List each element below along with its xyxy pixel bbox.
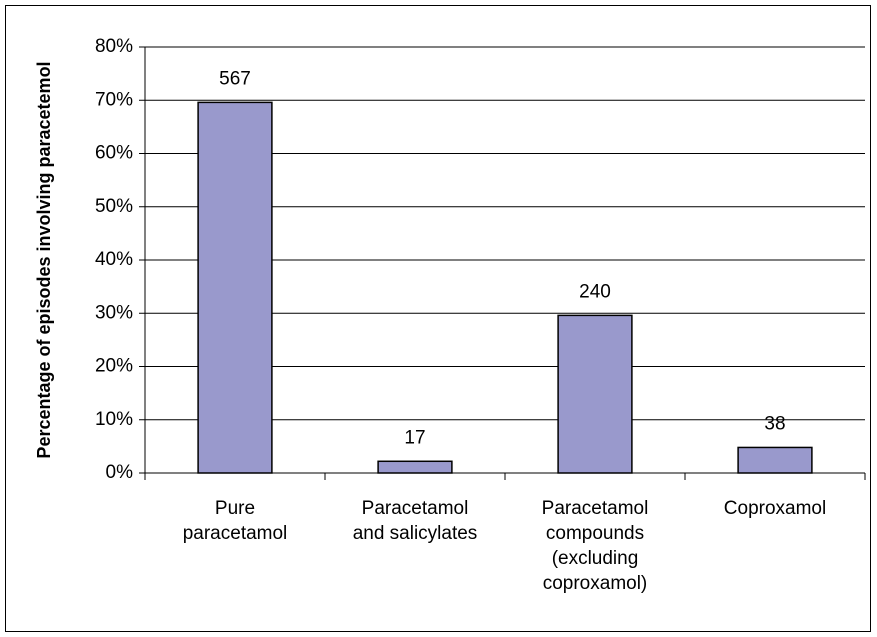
y-tick-label: 70% [95, 89, 133, 110]
data-label: 38 [764, 413, 785, 434]
y-tick-label: 40% [95, 249, 133, 270]
y-tick-label: 60% [95, 143, 133, 164]
x-tick-label: coproxamol) [543, 573, 648, 594]
bar [377, 460, 453, 474]
data-label: 17 [404, 427, 425, 448]
x-tick-label: Paracetamol [362, 498, 469, 519]
x-tick-label: Coproxamol [724, 498, 826, 519]
y-axis-title: Percentage of episodes involving paracet… [34, 61, 54, 458]
data-label: 240 [579, 281, 611, 302]
y-tick-label: 20% [95, 356, 133, 377]
x-tick-label: Pure [215, 498, 255, 519]
y-tick-label: 30% [95, 302, 133, 323]
y-tick-label: 10% [95, 409, 133, 430]
x-tick-label: Paracetamol [542, 498, 649, 519]
bar [557, 314, 633, 474]
y-tick-label: 80% [95, 36, 133, 57]
x-tick-label: (excluding [552, 548, 639, 569]
y-tick-label: 0% [106, 462, 134, 483]
chart-border [5, 5, 871, 632]
x-tick-label: and salicylates [353, 523, 478, 544]
x-tick-label: paracetamol [183, 523, 288, 544]
data-label: 567 [219, 68, 251, 89]
y-tick-label: 50% [95, 196, 133, 217]
bar [737, 446, 813, 474]
bar [197, 101, 273, 474]
x-tick-label: compounds [546, 523, 644, 544]
